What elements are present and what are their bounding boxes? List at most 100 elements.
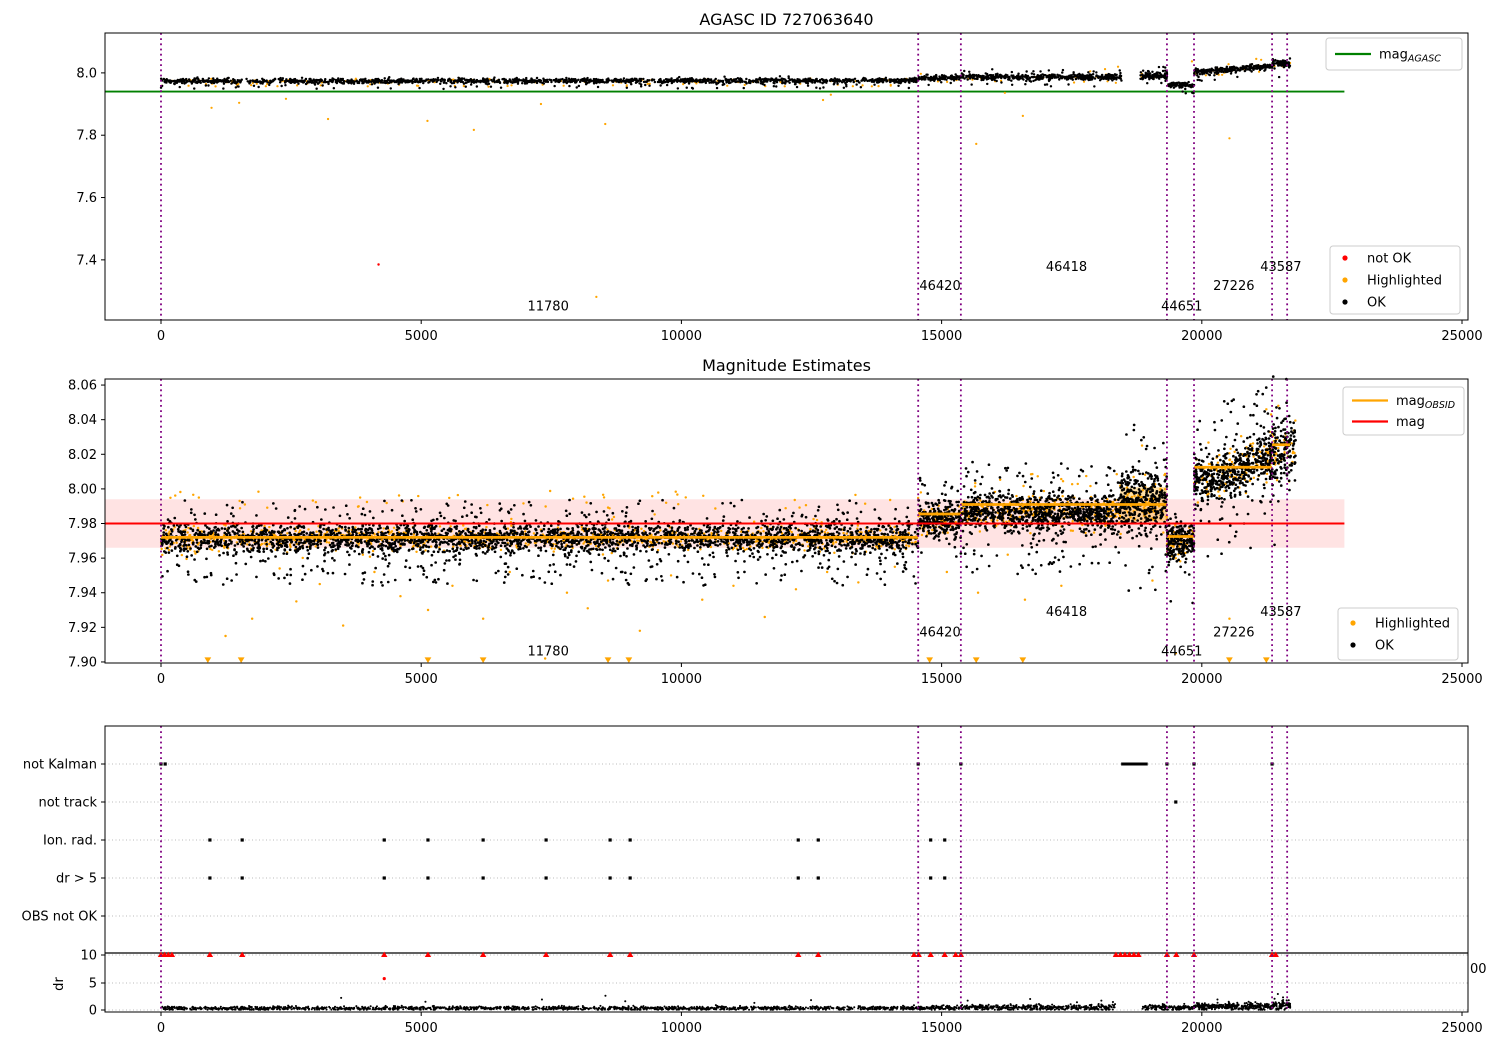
- x-tick-label: 5000: [405, 329, 438, 344]
- dr-tick-label: 10: [80, 949, 97, 964]
- obsid-boundary-lines: [160, 379, 1289, 663]
- legend-label: magOBSID: [1396, 394, 1455, 411]
- x-tick-label: 15000: [921, 672, 962, 687]
- clipped-low-triangle: [926, 657, 934, 663]
- clipped-low-triangle: [424, 657, 432, 663]
- flag-row-label: not Kalman: [23, 758, 97, 773]
- legend-label: magAGASC: [1379, 48, 1441, 65]
- dr-clipped-triangle: [927, 951, 934, 957]
- legend-sample-dot: [1350, 620, 1356, 626]
- clipped-low-triangle: [1262, 657, 1270, 663]
- y-tick-label: 8.06: [68, 379, 97, 394]
- y-tick-label: 7.98: [68, 517, 97, 532]
- dr-clipped-triangle: [238, 951, 246, 957]
- clipped-low-triangle: [1225, 657, 1233, 663]
- legend-mag-lines: magOBSID mag: [1342, 386, 1465, 436]
- obsid-annotation: 11780: [527, 645, 568, 660]
- y-tick-label: 7.94: [68, 586, 97, 601]
- x-tick-label: 15000: [921, 1021, 962, 1036]
- y-tick-label: 8.0: [76, 66, 97, 81]
- x-tick-label: 0: [157, 329, 165, 344]
- legend-label: Highlighted: [1367, 274, 1442, 289]
- flag-mark: [240, 838, 244, 842]
- flag-mark: [943, 838, 947, 842]
- dr-tick-label: 5: [89, 977, 97, 992]
- obsid-annotation: 46420: [919, 626, 960, 641]
- dr-clipped-triangle: [542, 951, 550, 957]
- obsid-annotation: 43587: [1260, 260, 1301, 275]
- obsid-boundary-lines: [160, 33, 1289, 320]
- flag-mark: [816, 838, 820, 842]
- dr-clipped-triangle: [1130, 951, 1138, 957]
- flag-mark: [208, 838, 212, 842]
- clipped-low-triangle: [604, 657, 612, 663]
- flag-mark: [929, 838, 933, 842]
- x-tick-label: 10000: [661, 1021, 702, 1036]
- dr-clipped-triangle: [1135, 951, 1142, 957]
- clipped-low-markers: [204, 657, 1270, 663]
- dr-clipped-triangle: [941, 951, 948, 957]
- flag-mark: [163, 762, 167, 766]
- flag-row-label: dr > 5: [56, 872, 97, 887]
- clipped-low-triangle: [237, 657, 245, 663]
- dr-not-ok-markers: [157, 951, 1279, 981]
- dr-axis-label: dr: [52, 977, 67, 991]
- obsid-annotations: 11780 46420 46418 44651 27226 43587: [527, 605, 1301, 660]
- axes-frame: [104, 32, 1469, 321]
- chart-title: AGASC ID 727063640: [699, 10, 873, 29]
- x-tick-label: 20000: [1181, 1021, 1222, 1036]
- flag-mark: [628, 838, 632, 842]
- flag-row-label: not track: [38, 796, 97, 811]
- legend-box: [1337, 607, 1459, 661]
- flag-mark-segment: [1121, 762, 1148, 766]
- x-tick-label: 5000: [405, 1021, 438, 1036]
- flag-mark: [481, 838, 485, 842]
- flags-chart: 0 5000 10000 15000 20000 25000 not Kalman not t…: [22, 725, 1487, 1036]
- dr-clipped-triangle: [957, 951, 965, 957]
- dr-clipped-triangle: [1121, 951, 1129, 957]
- dr-clipped-triangle: [1272, 951, 1279, 957]
- clipped-low-triangle: [625, 657, 633, 663]
- obsid-annotation: 27226: [1213, 626, 1254, 641]
- axes-frame: [104, 725, 1469, 1013]
- x-tick-label: 25000: [1441, 1021, 1482, 1036]
- dr-clipped-triangle: [815, 951, 822, 957]
- x-tick-label: 5000: [405, 672, 438, 687]
- dr-clipped-triangle: [1112, 951, 1120, 957]
- flag-mark: [544, 838, 548, 842]
- x-tick-label: 20000: [1181, 672, 1222, 687]
- y-tick-label: 7.92: [68, 621, 97, 636]
- flag-mark: [943, 876, 947, 880]
- y-tick-label: 7.6: [76, 191, 97, 206]
- flag-mark: [608, 838, 612, 842]
- obsid-annotation: 46420: [919, 279, 960, 294]
- x-tick-label: 25000: [1441, 329, 1482, 344]
- dr-clipped-triangle: [910, 951, 918, 957]
- obsid-annotation: 43587: [1260, 605, 1301, 620]
- x-tick-label: 25000: [1441, 672, 1482, 687]
- dr-clipped-triangle: [952, 951, 959, 957]
- x-tick-label: 0: [157, 1021, 165, 1036]
- legend-mag-agasc: magAGASC: [1325, 37, 1463, 71]
- legend-point-types: Highlighted OK: [1337, 607, 1459, 661]
- flag-mark: [796, 838, 800, 842]
- dr-clipped-triangle: [1163, 951, 1171, 957]
- dr-clipped-triangle: [206, 951, 214, 957]
- scatter-ok-points: [159, 57, 1292, 95]
- y-tick-label: 8.02: [68, 448, 97, 463]
- obsid-annotation: 44651: [1161, 645, 1202, 660]
- legend-sample-dot: [1342, 277, 1348, 283]
- flag-mark: [208, 876, 212, 880]
- dr-clipped-triangle: [915, 951, 922, 957]
- flag-mark: [240, 876, 244, 880]
- y-tick-label: 7.4: [76, 253, 97, 268]
- dr-clipped-triangle: [1126, 951, 1133, 957]
- flag-marks: [159, 762, 1274, 880]
- clipped-low-triangle: [479, 657, 487, 663]
- chart-title: Magnitude Estimates: [702, 356, 871, 375]
- obsid-annotation: 44651: [1161, 300, 1202, 315]
- dr-clipped-triangle: [626, 951, 634, 957]
- clipped-low-triangle: [972, 657, 980, 663]
